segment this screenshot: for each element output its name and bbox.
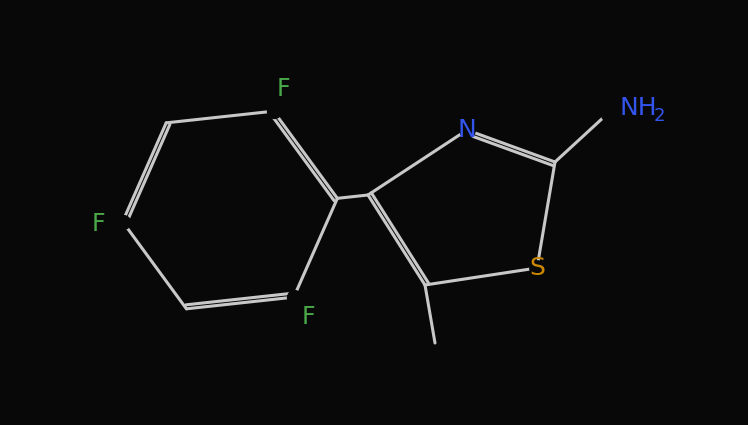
- Text: S: S: [529, 256, 545, 280]
- Text: N: N: [458, 118, 476, 142]
- Text: F: F: [92, 212, 105, 236]
- Text: F: F: [277, 77, 290, 101]
- Text: 2: 2: [654, 107, 666, 125]
- Text: F: F: [301, 305, 315, 329]
- Text: NH: NH: [620, 96, 657, 120]
